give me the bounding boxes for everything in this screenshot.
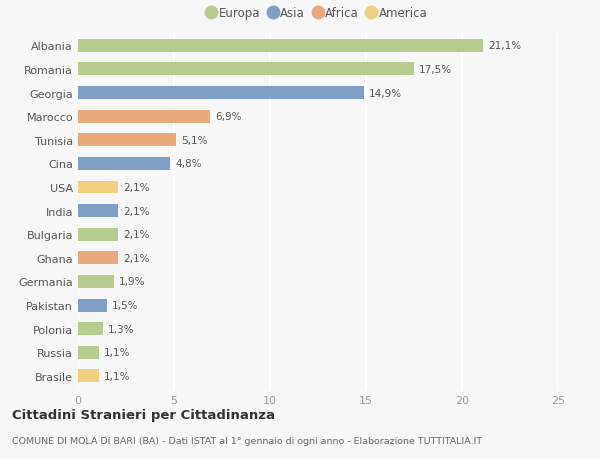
Bar — [78, 40, 483, 53]
Bar — [78, 205, 118, 218]
Text: Cittadini Stranieri per Cittadinanza: Cittadini Stranieri per Cittadinanza — [12, 409, 275, 421]
Legend: Europa, Asia, Africa, America: Europa, Asia, Africa, America — [206, 5, 430, 22]
Text: 2,1%: 2,1% — [123, 183, 149, 193]
Text: 1,5%: 1,5% — [112, 300, 138, 310]
Text: 17,5%: 17,5% — [419, 65, 452, 75]
Bar — [78, 134, 176, 147]
Bar — [78, 87, 364, 100]
Text: 2,1%: 2,1% — [123, 230, 149, 240]
Bar — [78, 299, 107, 312]
Text: COMUNE DI MOLA DI BARI (BA) - Dati ISTAT al 1° gennaio di ogni anno - Elaborazio: COMUNE DI MOLA DI BARI (BA) - Dati ISTAT… — [12, 436, 482, 445]
Text: 2,1%: 2,1% — [123, 206, 149, 216]
Text: 21,1%: 21,1% — [488, 41, 521, 51]
Text: 5,1%: 5,1% — [181, 135, 207, 146]
Bar — [78, 322, 103, 336]
Bar — [78, 252, 118, 265]
Text: 4,8%: 4,8% — [175, 159, 202, 169]
Text: 14,9%: 14,9% — [369, 89, 402, 98]
Text: 1,1%: 1,1% — [104, 371, 130, 381]
Bar — [78, 228, 118, 241]
Bar — [78, 157, 170, 170]
Text: 1,3%: 1,3% — [108, 324, 134, 334]
Text: 1,9%: 1,9% — [119, 277, 146, 287]
Text: 2,1%: 2,1% — [123, 253, 149, 263]
Bar — [78, 181, 118, 194]
Bar — [78, 346, 99, 359]
Bar — [78, 369, 99, 382]
Bar — [78, 111, 211, 123]
Bar — [78, 275, 115, 288]
Text: 6,9%: 6,9% — [215, 112, 242, 122]
Bar — [78, 63, 414, 76]
Text: 1,1%: 1,1% — [104, 347, 130, 358]
